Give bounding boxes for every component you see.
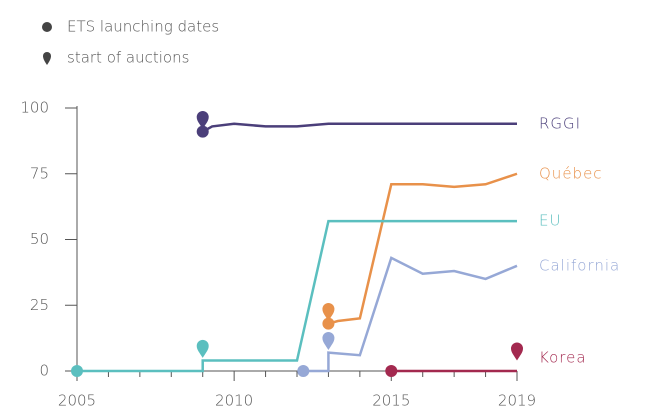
x-tick-label: 2015: [372, 392, 410, 410]
y-tick-label: 100: [20, 99, 49, 117]
x-tick-label: 2005: [58, 392, 96, 410]
series-label: EU: [539, 212, 561, 230]
launch-marker: [71, 365, 83, 377]
launch-marker: [196, 125, 209, 138]
x-tick-label: 2010: [215, 392, 253, 410]
legend-symbol: [42, 22, 52, 32]
y-tick-label: 0: [39, 362, 49, 380]
auction-marker: [511, 342, 523, 361]
series-label: Korea: [539, 349, 587, 367]
legend-label: start of auctions: [67, 49, 189, 67]
auction-marker: [322, 303, 335, 322]
auction-marker: [196, 111, 209, 130]
series-label: RGGI: [539, 114, 581, 132]
launch-marker: [385, 365, 398, 377]
series-label: Québec: [539, 164, 603, 182]
legend-label: ETS launching dates: [67, 18, 219, 36]
auction-marker: [196, 339, 209, 358]
legend-symbol: [43, 52, 51, 65]
series-line: [202, 122, 517, 133]
series-line: [77, 219, 517, 373]
launch-marker: [297, 365, 310, 377]
y-tick-label: 75: [30, 164, 49, 182]
y-tick-label: 25: [30, 296, 49, 314]
launch-marker: [322, 317, 335, 330]
series-line: [303, 256, 518, 373]
auction-marker: [322, 331, 335, 350]
x-tick-label: 2019: [498, 392, 536, 410]
y-tick-label: 50: [30, 230, 49, 248]
series-line: [328, 172, 518, 325]
series-label: California: [539, 256, 620, 274]
